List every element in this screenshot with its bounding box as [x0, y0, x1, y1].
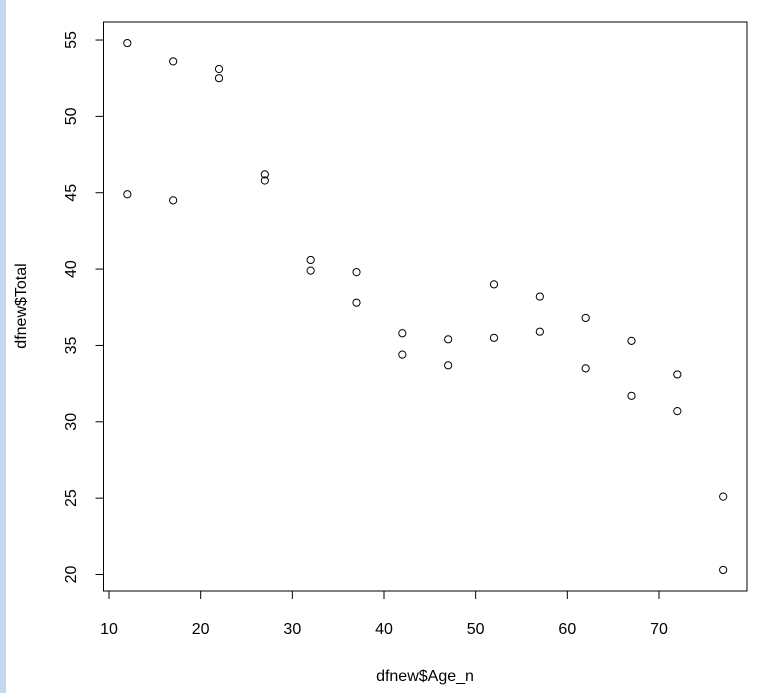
- point: [398, 329, 407, 338]
- point: [123, 190, 132, 199]
- point: [123, 38, 132, 48]
- y-tick-label: 30: [63, 413, 80, 431]
- y-tick-label: 35: [63, 336, 80, 354]
- point: [214, 74, 224, 83]
- point: [169, 57, 178, 66]
- window-edge: [0, 0, 6, 693]
- x-tick-label: 30: [283, 621, 301, 638]
- point: [306, 266, 315, 275]
- point: [627, 336, 636, 345]
- point: [398, 350, 407, 359]
- x-axis-label: dfnew$Age_n: [376, 668, 474, 685]
- point: [673, 407, 682, 416]
- x-tick-label: 10: [100, 621, 118, 638]
- x-tick-label: 70: [650, 621, 668, 638]
- x-tick-label: 40: [375, 621, 393, 638]
- point: [214, 64, 224, 74]
- point: [444, 335, 453, 344]
- x-tick-label: 50: [467, 621, 485, 638]
- point: [581, 313, 590, 323]
- point: [581, 364, 590, 373]
- point: [719, 565, 728, 575]
- y-tick-label: 40: [63, 260, 80, 278]
- x-tick-label: 60: [558, 621, 576, 638]
- point: [627, 391, 636, 400]
- y-tick-label: 45: [63, 184, 80, 202]
- point: [260, 176, 269, 185]
- point: [535, 292, 544, 301]
- point: [306, 255, 315, 265]
- point: [444, 361, 453, 370]
- point: [352, 298, 361, 307]
- point: [535, 327, 544, 336]
- y-axis-label: dfnew$Total: [13, 263, 30, 348]
- point: [352, 268, 361, 277]
- y-tick-label: 55: [63, 31, 80, 49]
- y-tick-label: 50: [63, 107, 80, 125]
- point: [169, 196, 178, 205]
- point: [719, 492, 728, 501]
- point: [260, 170, 269, 179]
- point: [489, 280, 499, 289]
- y-tick-label: 25: [63, 489, 80, 507]
- point: [673, 370, 682, 379]
- x-tick-label: 20: [192, 621, 210, 638]
- plot-box: [103, 21, 748, 592]
- y-tick-label: 20: [63, 566, 80, 584]
- point: [489, 333, 499, 342]
